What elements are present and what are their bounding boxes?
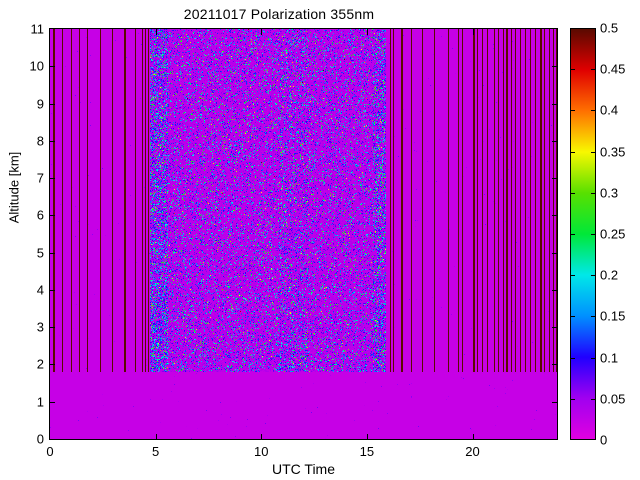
colorbar-tick-mark bbox=[570, 358, 575, 359]
y-tick-label: 10 bbox=[29, 58, 44, 74]
colorbar-tick-mark bbox=[570, 234, 575, 235]
colorbar-tick-label: 0.3 bbox=[600, 185, 619, 201]
x-tick-mark bbox=[473, 434, 474, 440]
x-tick-label: 0 bbox=[46, 444, 54, 459]
y-tick-mark bbox=[552, 141, 558, 142]
y-tick-mark bbox=[49, 253, 55, 254]
y-tick-mark bbox=[552, 364, 558, 365]
y-tick-mark bbox=[552, 104, 558, 105]
x-tick-mark bbox=[473, 29, 474, 35]
colorbar-tick-mark bbox=[570, 69, 575, 70]
y-tick-mark bbox=[552, 290, 558, 291]
y-tick-mark bbox=[552, 253, 558, 254]
y-tick-mark bbox=[552, 327, 558, 328]
y-tick-mark bbox=[49, 66, 55, 67]
y-tick-mark bbox=[49, 327, 55, 328]
colorbar-tick-label: 0 bbox=[600, 432, 608, 448]
y-tick-mark bbox=[552, 178, 558, 179]
y-tick-label: 1 bbox=[36, 394, 44, 410]
colorbar-tick-label: 0.45 bbox=[600, 61, 626, 77]
y-tick-mark bbox=[49, 104, 55, 105]
colorbar-tick-mark bbox=[591, 152, 596, 153]
x-tick-mark bbox=[367, 434, 368, 440]
y-axis: 0 1 2 3 4 5 6 7 8 9 10 11 bbox=[0, 0, 44, 480]
y-tick-label: 11 bbox=[30, 21, 45, 37]
colorbar-tick-label: 0.15 bbox=[600, 308, 626, 324]
colorbar-tick-label: 0.05 bbox=[600, 391, 626, 407]
colorbar-tick-label: 0.5 bbox=[600, 20, 619, 36]
x-tick-mark bbox=[367, 29, 368, 35]
colorbar-tick-mark bbox=[570, 110, 575, 111]
y-tick-mark bbox=[49, 141, 55, 142]
x-tick-label: 15 bbox=[359, 444, 375, 459]
colorbar-tick-mark bbox=[570, 316, 575, 317]
colorbar-tick-mark bbox=[591, 234, 596, 235]
colorbar-tick-mark bbox=[570, 193, 575, 194]
x-tick-label: 20 bbox=[465, 444, 480, 459]
y-tick-label: 9 bbox=[36, 96, 44, 112]
colorbar-tick-mark bbox=[591, 69, 596, 70]
y-tick-label: 0 bbox=[36, 431, 44, 447]
y-tick-mark bbox=[552, 402, 558, 403]
x-tick-mark bbox=[156, 29, 157, 35]
colorbar-tick-mark bbox=[591, 275, 596, 276]
colorbar-tick-mark bbox=[591, 399, 596, 400]
colorbar-tick-label: 0.25 bbox=[600, 226, 626, 242]
colorbar-tick-label: 0.2 bbox=[600, 267, 619, 283]
colorbar-tick-mark bbox=[570, 399, 575, 400]
colorbar-tick-mark bbox=[591, 193, 596, 194]
y-tick-label: 4 bbox=[36, 282, 44, 298]
y-axis-title: Altitude [km] bbox=[6, 151, 22, 224]
colorbar-tick-mark bbox=[570, 152, 575, 153]
y-tick-label: 8 bbox=[36, 133, 44, 149]
y-tick-mark bbox=[49, 364, 55, 365]
y-tick-mark bbox=[49, 215, 55, 216]
y-tick-mark bbox=[49, 290, 55, 291]
colorbar-tick-mark bbox=[591, 110, 596, 111]
x-tick-label: 5 bbox=[152, 444, 160, 459]
x-tick-mark bbox=[261, 29, 262, 35]
colorbar-tick-label: 0.1 bbox=[600, 350, 619, 366]
colorbar-tick-label: 0.4 bbox=[600, 102, 619, 118]
y-tick-label: 7 bbox=[36, 170, 44, 186]
plot-area bbox=[49, 28, 558, 440]
y-tick-label: 2 bbox=[36, 356, 44, 372]
page-title: 20211017 Polarization 355nm bbox=[183, 6, 375, 22]
colorbar-tick-label: 0.35 bbox=[600, 144, 626, 160]
y-tick-mark bbox=[552, 215, 558, 216]
x-tick-mark bbox=[156, 434, 157, 440]
colorbar-tick-mark bbox=[591, 358, 596, 359]
y-tick-mark bbox=[49, 178, 55, 179]
x-tick-mark bbox=[261, 434, 262, 440]
y-tick-mark bbox=[49, 402, 55, 403]
colorbar-tick-mark bbox=[570, 275, 575, 276]
y-tick-mark bbox=[552, 66, 558, 67]
colorbar-tick-mark bbox=[591, 316, 596, 317]
y-tick-label: 5 bbox=[36, 245, 44, 261]
x-tick-label: 10 bbox=[254, 444, 269, 459]
x-axis-title: UTC Time bbox=[272, 461, 335, 477]
y-tick-label: 6 bbox=[36, 207, 44, 223]
y-tick-label: 3 bbox=[36, 319, 44, 335]
heatmap-canvas bbox=[50, 29, 557, 439]
